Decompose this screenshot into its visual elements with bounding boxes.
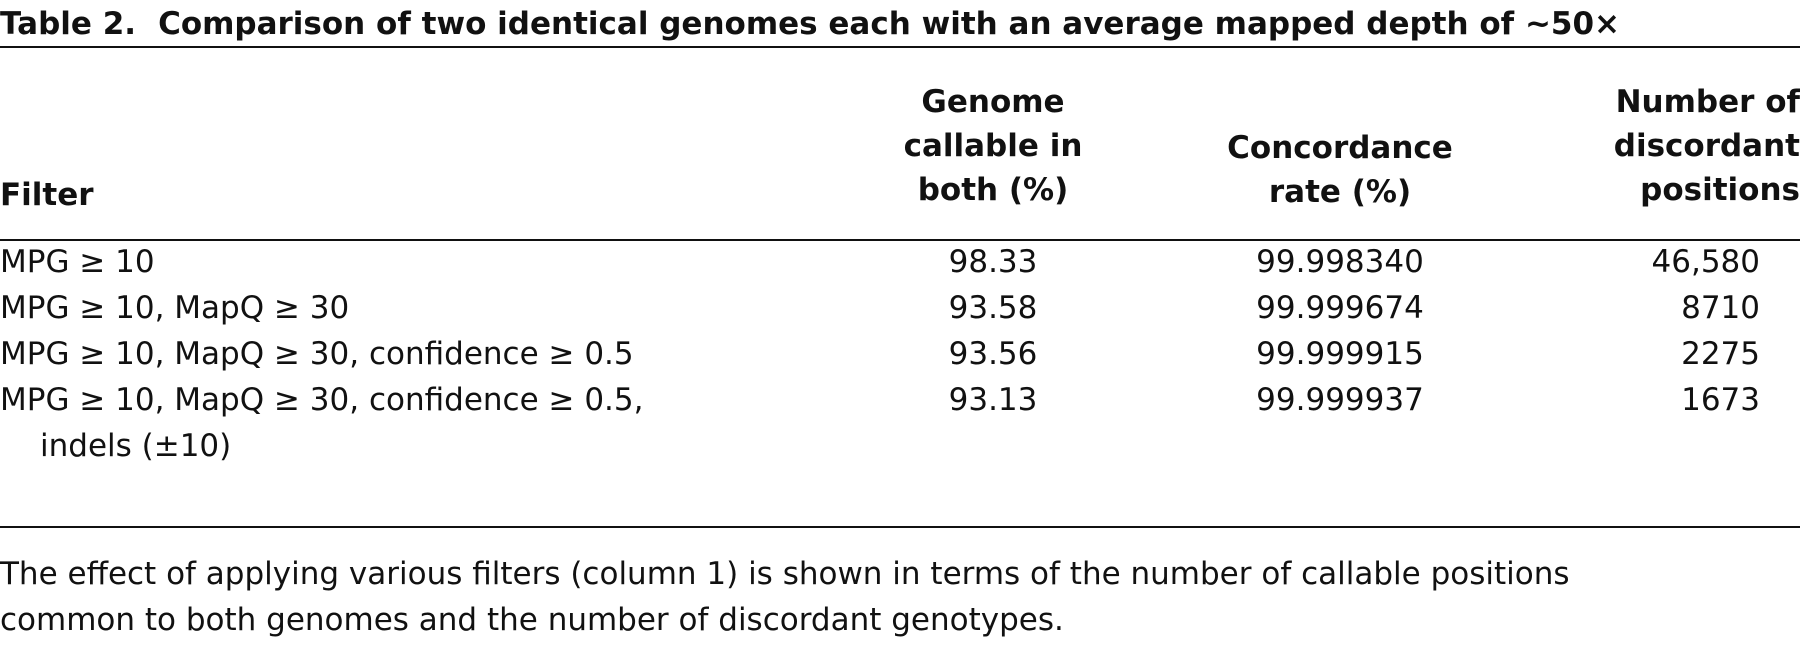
discordant-cell: 2275 — [1681, 336, 1760, 372]
column-header-filter: Filter — [0, 177, 94, 213]
footnote-line: common to both genomes and the number of… — [0, 602, 1064, 638]
table-label: Table 2. — [0, 6, 137, 42]
callable-cell: 93.13 — [948, 382, 1038, 418]
column-header-concordance: Concordance rate (%) — [1227, 130, 1453, 210]
table-footnote: The effect of applying various filters (… — [0, 551, 1800, 643]
table-caption: Table 2. Comparison of two identical geno… — [0, 2, 1620, 46]
callable-cell: 93.58 — [948, 290, 1038, 326]
callable-cell: 93.56 — [948, 336, 1038, 372]
top-rule — [0, 46, 1800, 48]
filter-cell: MPG ≥ 10, MapQ ≥ 30 — [0, 290, 350, 326]
footnote-line: The effect of applying various filters (… — [0, 556, 1570, 592]
table-title: Comparison of two identical genomes each… — [158, 6, 1621, 42]
header-rule — [0, 239, 1800, 241]
column-header-callable: Genome callable in both (%) — [903, 84, 1083, 208]
filter-cell: MPG ≥ 10 — [0, 244, 155, 280]
concordance-cell: 99.999915 — [1256, 336, 1424, 372]
concordance-cell: 99.999674 — [1256, 290, 1424, 326]
callable-cell: 98.33 — [948, 244, 1038, 280]
discordant-cell: 1673 — [1681, 382, 1760, 418]
discordant-cell: 8710 — [1681, 290, 1760, 326]
concordance-cell: 99.998340 — [1256, 244, 1424, 280]
filter-cell-continuation: indels (±10) — [40, 428, 232, 464]
column-header-discordant: Number of discordant positions — [1613, 84, 1800, 208]
discordant-cell: 46,580 — [1651, 244, 1760, 280]
filter-cell: MPG ≥ 10, MapQ ≥ 30, confidence ≥ 0.5, — [0, 382, 644, 418]
filter-cell: MPG ≥ 10, MapQ ≥ 30, confidence ≥ 0.5 — [0, 336, 634, 372]
concordance-cell: 99.999937 — [1256, 382, 1424, 418]
bottom-rule — [0, 526, 1800, 528]
